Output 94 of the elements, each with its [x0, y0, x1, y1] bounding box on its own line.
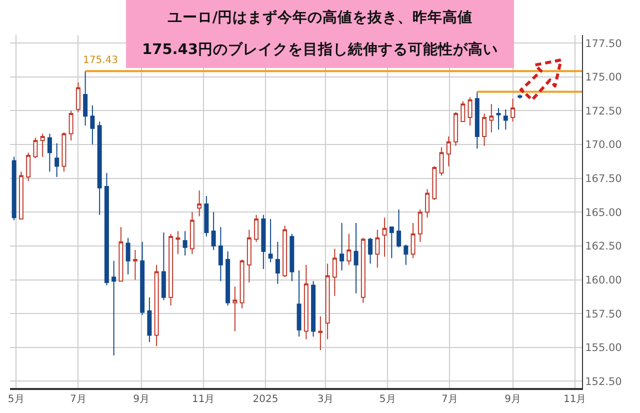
candlestick	[47, 133, 52, 172]
candlestick	[76, 82, 80, 113]
candlestick	[474, 91, 480, 150]
candlestick	[232, 286, 238, 332]
y-tick-label: 152.50	[585, 376, 622, 388]
x-tick-label: 7月	[70, 394, 86, 405]
candlestick	[510, 98, 516, 122]
candlestick	[275, 241, 280, 284]
candlestick	[83, 70, 88, 126]
candlestick	[425, 188, 430, 218]
candlestick	[197, 190, 202, 217]
annotation: 175.43	[83, 55, 118, 66]
y-tick-label: 160.00	[585, 274, 622, 286]
x-tick-label: 5月	[379, 394, 396, 405]
candlestick	[211, 212, 216, 251]
candlestick	[118, 226, 124, 282]
candlestick	[439, 146, 444, 176]
candlestick	[126, 237, 130, 275]
candlestick	[282, 225, 288, 278]
candlestick	[268, 218, 273, 263]
candlestick	[68, 110, 74, 141]
candlestick	[382, 217, 387, 258]
candlestick	[54, 142, 60, 178]
candlestick	[396, 208, 402, 248]
candlestick	[410, 222, 416, 259]
y-tick-label: 175.00	[585, 72, 622, 84]
candlestick	[454, 112, 458, 146]
candlestick	[340, 222, 344, 271]
y-tick-label: 170.00	[585, 139, 622, 152]
candlestick	[375, 229, 380, 268]
candlestick	[489, 103, 494, 133]
candlestick	[496, 108, 501, 130]
y-tick-label: 177.50	[585, 38, 622, 50]
x-tick-label: 9月	[504, 394, 521, 405]
candlestick	[26, 152, 31, 182]
candlestick	[132, 250, 138, 280]
candlestick	[290, 233, 294, 282]
y-tick-label: 172.50	[585, 105, 622, 118]
candlestick	[254, 214, 259, 242]
candlestick	[460, 100, 466, 122]
x-tick-label: 5月	[8, 394, 24, 405]
candlestick	[182, 230, 188, 256]
x-tick-label: 3月	[317, 394, 334, 405]
candlestick	[246, 229, 252, 284]
y-tick-label: 167.50	[585, 173, 622, 186]
x-tick-label: 11月	[192, 394, 215, 405]
candlestick	[240, 259, 244, 309]
y-tick-label: 155.00	[585, 342, 622, 354]
x-tick-label: 9月	[133, 394, 150, 405]
candlestick	[226, 250, 230, 306]
y-tick-label: 162.50	[585, 240, 622, 253]
candlestick	[161, 232, 166, 301]
x-tick-label: 2025	[252, 394, 278, 405]
candlestick	[332, 248, 337, 297]
candlestick	[90, 104, 95, 146]
candlestick	[12, 156, 16, 221]
candlestick	[176, 230, 180, 255]
y-tick-label: 165.00	[585, 206, 622, 219]
candlestick	[404, 244, 408, 266]
candlestick	[40, 133, 45, 158]
candlestick	[468, 96, 472, 126]
candlestick	[104, 172, 109, 286]
candlestick	[432, 166, 437, 200]
candlestick	[168, 233, 174, 306]
candlestick	[33, 137, 38, 159]
candlestick	[446, 136, 451, 167]
candlestick	[360, 237, 366, 304]
candlestick	[503, 108, 508, 130]
candlestick	[154, 264, 159, 347]
y-tick-label: 157.50	[585, 308, 622, 320]
candlestick	[112, 260, 116, 356]
candlestick	[354, 222, 358, 294]
x-tick-label: 11月	[564, 394, 586, 405]
candlestick	[218, 226, 223, 282]
candlestick	[346, 233, 352, 266]
candlestick	[296, 270, 302, 338]
candlestick	[318, 316, 323, 351]
x-tick-label: 7月	[442, 394, 458, 405]
candlestick	[389, 226, 394, 259]
candlestick	[140, 241, 145, 316]
candlestick	[311, 280, 316, 338]
candlestick	[368, 237, 373, 264]
candlestick	[147, 296, 152, 343]
candlestick	[204, 195, 209, 238]
candlestick	[325, 263, 330, 340]
candlestick	[97, 121, 102, 216]
chart-title: ユーロ/円はまず今年の高値を抜き、昨年高値 175.43円のブレイクを目指し続伸する可能性が高い	[126, 0, 514, 68]
candlestick	[261, 214, 266, 270]
candlestick	[62, 132, 66, 172]
candlestick	[418, 208, 422, 242]
candlestick	[18, 171, 24, 220]
candlestick	[190, 212, 194, 255]
candlestick	[482, 112, 487, 146]
candlestick	[304, 264, 308, 340]
